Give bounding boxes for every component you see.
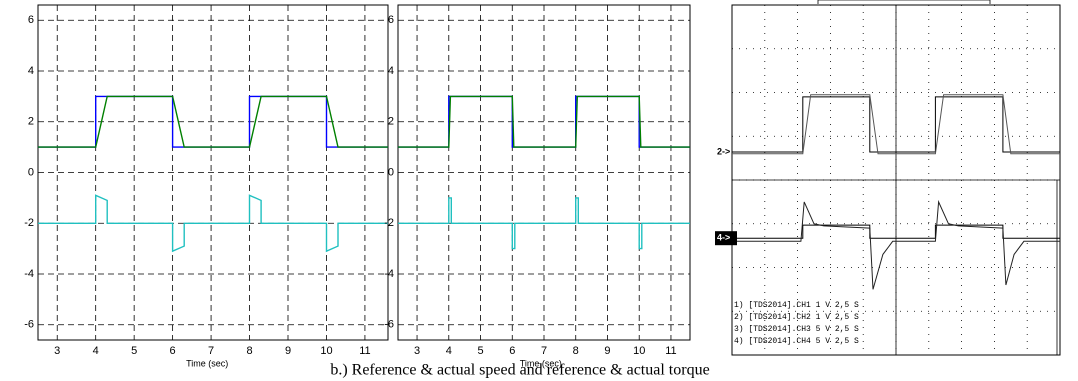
x-tick-label: 11 — [359, 345, 370, 357]
y-tick-label: -2 — [24, 217, 34, 229]
y-tick-label: -4 — [384, 268, 394, 280]
y-tick-label: 4 — [28, 65, 34, 77]
y-tick-label: 0 — [388, 166, 394, 178]
channel-marker: 4-> — [717, 233, 730, 243]
x-axis-label: Time (sec) — [186, 358, 228, 368]
x-axis-label: Time (sec) — [520, 358, 562, 368]
x-tick-label: 5 — [131, 345, 137, 357]
channel-marker: 2-> — [717, 146, 730, 156]
x-tick-label: 11 — [665, 345, 676, 357]
y-tick-label: 2 — [388, 116, 394, 128]
legend-line: 3) [TDS2014].CH3 5 V 2,5 S — [734, 325, 859, 334]
x-tick-label: 5 — [477, 345, 483, 357]
y-tick-label: -2 — [384, 217, 394, 229]
x-tick-label: 9 — [285, 345, 291, 357]
x-tick-label: 10 — [320, 345, 332, 357]
x-tick-label: 6 — [509, 345, 515, 357]
y-tick-label: 6 — [28, 14, 34, 26]
y-tick-label: -4 — [24, 268, 34, 280]
series-line — [38, 195, 388, 251]
legend-line: 1) [TDS2014].CH1 1 V 2,5 S — [734, 301, 859, 310]
x-tick-label: 10 — [633, 345, 645, 357]
legend-line: 2) [TDS2014].CH2 1 V 2,5 S — [734, 313, 859, 322]
x-tick-label: 4 — [93, 345, 99, 357]
x-tick-label: 8 — [573, 345, 579, 357]
x-tick-label: 9 — [604, 345, 610, 357]
x-tick-label: 3 — [414, 345, 420, 357]
y-tick-label: 2 — [28, 116, 34, 128]
x-tick-label: 6 — [170, 345, 176, 357]
x-tick-label: 4 — [446, 345, 452, 357]
y-tick-label: -6 — [384, 319, 394, 331]
x-tick-label: 8 — [246, 345, 252, 357]
y-tick-label: -6 — [24, 319, 34, 331]
y-tick-label: 0 — [28, 166, 34, 178]
figure: b.) Reference & actual speed and referen… — [0, 0, 1078, 381]
trigger-bracket — [818, 0, 990, 4]
x-tick-label: 7 — [541, 345, 547, 357]
x-tick-label: 3 — [54, 345, 60, 357]
y-tick-label: 4 — [388, 65, 394, 77]
y-tick-label: 6 — [388, 14, 394, 26]
legend-line: 4) [TDS2014].CH4 5 V 2,5 S — [734, 337, 859, 346]
x-tick-label: 7 — [208, 345, 214, 357]
